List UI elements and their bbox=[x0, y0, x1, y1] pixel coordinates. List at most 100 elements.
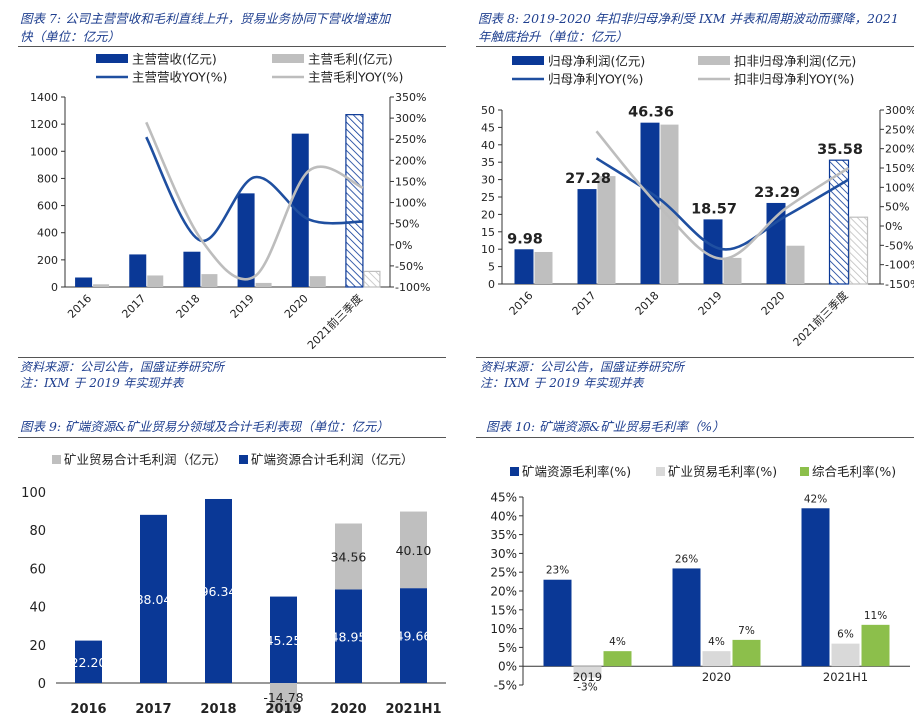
bar-2016-mine bbox=[75, 640, 102, 683]
y-tick-label: 1200 bbox=[30, 118, 58, 131]
x-tick-label: 2021前三季度 bbox=[304, 291, 365, 352]
data-label-2021H1-series1: 42% bbox=[804, 493, 827, 505]
y-tick-label: -5% bbox=[494, 679, 517, 693]
data-label-2021H1-series3: 11% bbox=[864, 610, 887, 622]
y-tick-label: 15 bbox=[481, 226, 495, 239]
bar-2020-series2 bbox=[309, 276, 326, 287]
bar-2016-series1 bbox=[75, 277, 93, 287]
legend-label-2: 矿业贸易毛利率(%) bbox=[668, 464, 777, 479]
legend-label-3: 归母净利YOY(%) bbox=[548, 72, 643, 87]
y2-tick-label: 100% bbox=[885, 181, 914, 194]
chart9-top-rule bbox=[18, 437, 446, 438]
legend-swatch-2 bbox=[272, 54, 304, 63]
data-label-2020-series3: 7% bbox=[738, 625, 755, 637]
y2-tick-label: 50% bbox=[395, 218, 419, 231]
y-tick-label: 20 bbox=[481, 208, 495, 221]
legend-swatch-2 bbox=[656, 467, 665, 476]
y2-tick-label: 0% bbox=[395, 239, 412, 252]
data-label-2019-series2: -3% bbox=[577, 681, 597, 693]
right-ixm-note: 注：IXM 于 2019 年实现并表 bbox=[480, 376, 644, 390]
bar-2018-series1 bbox=[640, 122, 660, 284]
y-tick-label: 1400 bbox=[30, 91, 58, 104]
y-tick-label: 35% bbox=[490, 528, 517, 542]
x-tick-label: 2016 bbox=[507, 289, 536, 318]
bar-2017-series1 bbox=[129, 254, 147, 287]
data-label-2021前三季度: 35.58 bbox=[817, 142, 863, 158]
bar-2019-series3 bbox=[603, 651, 632, 667]
y-tick-label: 45 bbox=[481, 121, 495, 134]
y2-tick-label: -100% bbox=[885, 259, 914, 272]
bar-2017-mine bbox=[140, 514, 167, 683]
y2-tick-label: 100% bbox=[395, 197, 426, 210]
y-tick-label: 35 bbox=[481, 156, 495, 169]
bar-2019-series1 bbox=[543, 579, 572, 667]
legend-swatch-1 bbox=[510, 467, 519, 476]
data-label-2021H1-mine: 49.66 bbox=[396, 629, 432, 644]
y-tick-label: 25 bbox=[481, 191, 495, 204]
chart8-top-rule bbox=[476, 46, 914, 47]
legend-label-4: 主营毛利YOY(%) bbox=[308, 70, 403, 85]
legend-label-2: 扣非归母净利润(亿元) bbox=[734, 54, 856, 69]
chart7: 主营营收(亿元) 主营毛利(亿元) 主营营收YOY(%) 主营毛利YOY(%) 0 200… bbox=[30, 52, 430, 353]
x-tick-label: 2017 bbox=[570, 289, 599, 318]
y2-tick-label: 300% bbox=[885, 104, 914, 117]
chart10-title: 图表 10: 矿端资源&矿业贸易毛利率（%） bbox=[486, 419, 725, 434]
bar-2020-mine bbox=[335, 589, 362, 683]
bar-2021H1-trade bbox=[400, 511, 427, 589]
legend-swatch-1 bbox=[96, 54, 128, 63]
x-tick-label: 2017 bbox=[119, 292, 148, 321]
legend-swatch-2 bbox=[698, 56, 730, 65]
right-source-note: 资料来源：公司公告，国盛证券研究所 bbox=[480, 360, 685, 374]
x-tick-label: 2021前三季度 bbox=[790, 288, 851, 349]
legend-label-1: 矿业贸易合计毛利润（亿元） bbox=[64, 452, 227, 467]
bar-2018-mine bbox=[205, 498, 232, 683]
legend-label-3: 主营营收YOY(%) bbox=[132, 70, 227, 85]
chart8-title: 图表 8: 2019-2020 年扣非归母净利受 IXM 并表和周期波动而骤降，… bbox=[478, 10, 914, 46]
y-tick-label: 5% bbox=[498, 641, 517, 655]
chart7-top-rule bbox=[18, 46, 446, 47]
data-label-2019-series3: 4% bbox=[609, 636, 626, 648]
data-label-2016: 9.98 bbox=[507, 231, 543, 247]
y-tick-label: 400 bbox=[37, 227, 58, 240]
y-tick-label: 50 bbox=[481, 104, 495, 117]
legend-label-4: 扣非归母净利YOY(%) bbox=[734, 72, 854, 87]
legend-label-1: 归母净利润(亿元) bbox=[548, 54, 645, 69]
x-tick-label: 2016 bbox=[70, 702, 106, 715]
left-bottom-rule bbox=[18, 357, 446, 358]
bar-2019-mine bbox=[270, 596, 297, 683]
x-tick-label: 2020 bbox=[282, 292, 311, 321]
bar-2016-series2 bbox=[93, 284, 110, 287]
data-label-2021H1-trade: 40.10 bbox=[396, 543, 432, 558]
bar-2021前三季度-series1 bbox=[828, 159, 850, 285]
bar-2021H1-mine bbox=[400, 588, 427, 683]
bar-2017-series1 bbox=[577, 189, 597, 284]
data-label-2017-mine: 88.04 bbox=[136, 592, 172, 607]
y-tick-label: 40 bbox=[481, 139, 495, 152]
bar-2020-series2 bbox=[786, 245, 805, 284]
bar-2020-trade bbox=[335, 523, 362, 590]
bar-2020-series1 bbox=[291, 133, 309, 287]
y-tick-label: 10 bbox=[481, 243, 495, 256]
x-tick-label: 2018 bbox=[200, 702, 236, 715]
bar-2016-series2 bbox=[534, 251, 553, 284]
bar-2017-series2 bbox=[147, 275, 164, 287]
bar-2018-series2 bbox=[201, 274, 218, 287]
data-label-2020: 23.29 bbox=[754, 185, 800, 201]
x-tick-label: 2021H1 bbox=[823, 670, 868, 684]
data-label-2021H1-series2: 6% bbox=[837, 629, 854, 641]
bar-2019-trade bbox=[270, 683, 297, 712]
y2-tick-label: -50% bbox=[395, 260, 423, 273]
line-series4 bbox=[595, 130, 850, 261]
x-tick-label: 2020 bbox=[702, 670, 731, 684]
left-source-note: 资料来源：公司公告，国盛证券研究所 bbox=[20, 360, 225, 374]
y2-tick-label: 50% bbox=[885, 201, 909, 214]
chart7-title-line1: 图表 7: 公司主营营收和毛利直线上升，贸易业务协同下营收增速加 bbox=[20, 11, 391, 26]
chart7-title: 图表 7: 公司主营营收和毛利直线上升，贸易业务协同下营收增速加 快（单位：亿元… bbox=[20, 10, 450, 46]
bar-2019-series2 bbox=[573, 666, 602, 678]
y-tick-label: 600 bbox=[37, 200, 58, 213]
line-series3 bbox=[145, 136, 363, 242]
bar-2019-series1 bbox=[703, 219, 723, 284]
chart10: 矿端资源毛利率(%) 矿业贸易毛利率(%) 综合毛利率(%) -5% 0% 5% 10% 15… bbox=[490, 464, 910, 693]
data-label-2019-trade: -14.78 bbox=[263, 690, 303, 705]
y2-tick-label: 200% bbox=[885, 143, 914, 156]
